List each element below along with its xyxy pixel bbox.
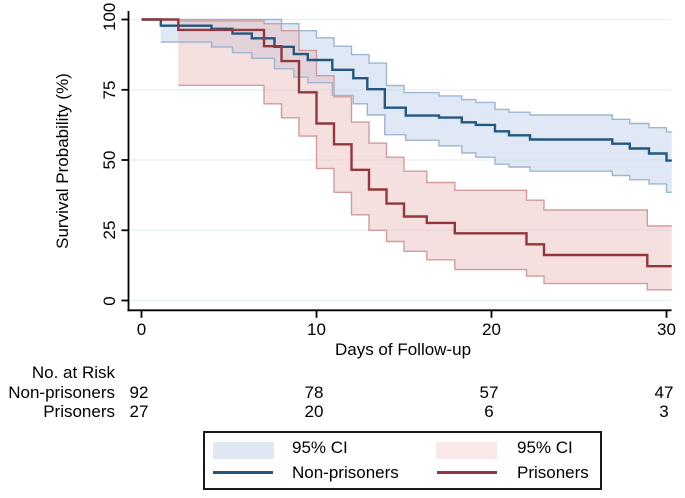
prisoners-ci-swatch: [436, 442, 497, 459]
axes: [121, 11, 672, 318]
y-axis-title: Survival Probability (%): [53, 73, 72, 249]
nonprisoners-survival-curve: [141, 18, 672, 162]
at-risk-row-label-nonprisoners: Non-prisoners: [8, 383, 115, 402]
at-risk-count-prisoners-day10: 20: [304, 402, 324, 421]
at-risk-count-non-prisoners-day30: 47: [654, 383, 674, 402]
at-risk-title: No. at Risk: [31, 363, 115, 382]
y-tick-label-50: 50: [100, 150, 119, 170]
y-tick-label-100: 100: [100, 2, 119, 31]
at-risk-count-non-prisoners-day0: 92: [129, 383, 149, 402]
legend-label-nonprisoners: Non-prisoners: [292, 463, 399, 482]
at-risk-count-non-prisoners-day20: 57: [479, 383, 499, 402]
prisoners-ci-upper-line: [178, 20, 672, 227]
prisoners-ci-lower-line: [178, 84, 672, 291]
x-tick-label-20: 20: [482, 320, 501, 339]
at-risk-count-non-prisoners-day10: 78: [304, 383, 324, 402]
at-risk-count-prisoners-day0: 27: [129, 402, 149, 421]
legend-label-ci-nonprisoners: 95% CI: [292, 438, 348, 457]
x-axis-title: Days of Follow-up: [334, 340, 472, 359]
prisoners-ci-band: [178, 20, 672, 290]
at-risk-row-label-prisoners: Prisoners: [43, 402, 115, 421]
y-tick-label-75: 75: [100, 80, 119, 100]
legend-label-ci-prisoners: 95% CI: [517, 438, 573, 457]
legend-label-prisoners: Prisoners: [517, 463, 589, 482]
y-tick-label-25: 25: [100, 220, 119, 240]
x-tick-label-0: 0: [136, 320, 147, 339]
at-risk-count-prisoners-day20: 6: [484, 402, 494, 421]
nonprisoners-ci-upper-line: [160, 18, 672, 133]
nonprisoners-ci-band: [160, 19, 672, 193]
x-tick-label-10: 10: [307, 320, 326, 339]
km-plot-canvas: [121, 11, 672, 318]
legend-box: 95% CI 95% CI Non-prisoners Prisoners: [203, 431, 602, 490]
nonprisoners-ci-swatch: [213, 442, 274, 459]
prisoners-survival-curve: [141, 18, 672, 268]
prisoners-line-sample: [437, 471, 497, 474]
nonprisoners-ci-lower-line: [160, 41, 672, 193]
nonprisoners-line-sample: [213, 471, 273, 474]
at-risk-count-prisoners-day30: 3: [659, 402, 669, 421]
x-tick-label-30: 30: [657, 320, 676, 339]
y-tick-label-0: 0: [100, 295, 119, 306]
